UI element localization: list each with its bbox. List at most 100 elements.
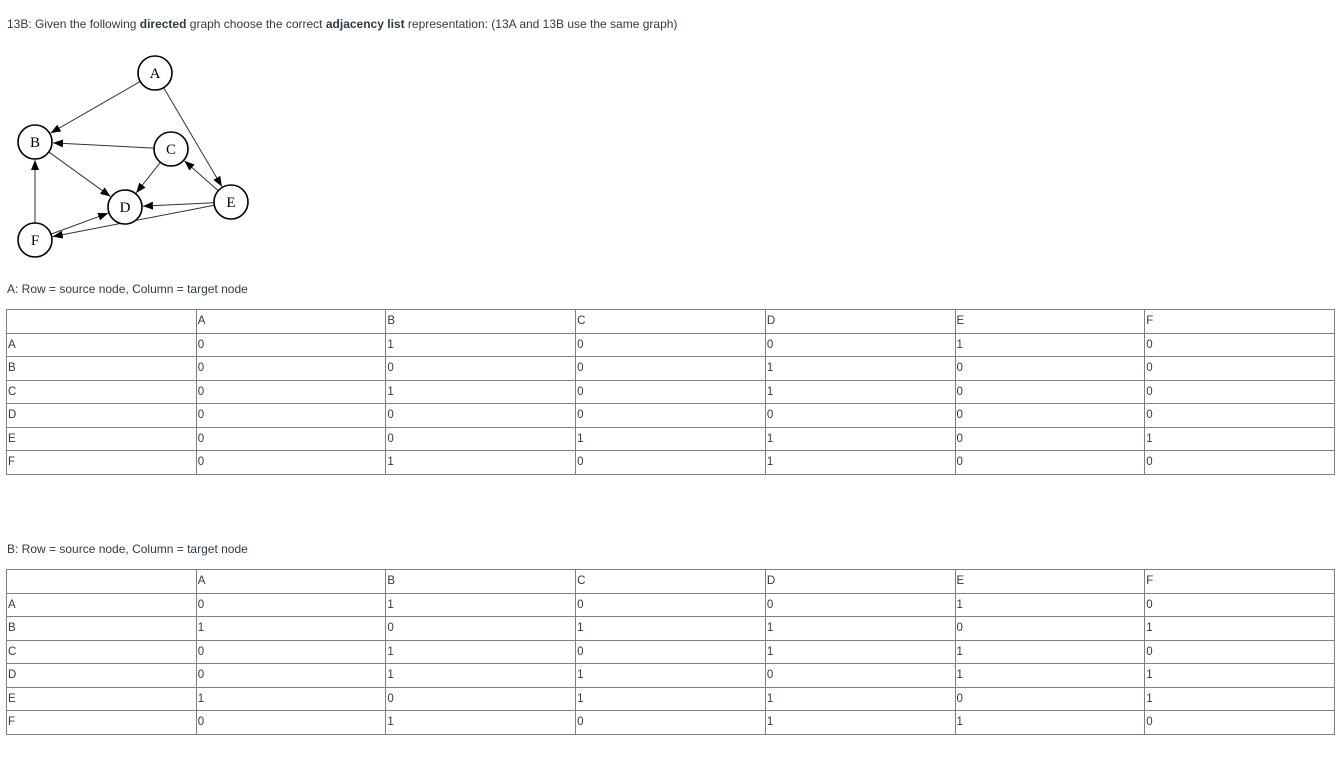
- column-header: D: [764, 569, 956, 594]
- edge-F-D: [50, 212, 109, 235]
- matrix-cell: 1: [954, 639, 1146, 664]
- column-header: [6, 309, 197, 334]
- matrix-cell: 1: [385, 379, 577, 404]
- node-E: E: [213, 184, 249, 220]
- matrix-cell: 0: [764, 332, 956, 357]
- node-label: E: [226, 195, 235, 211]
- matrix-cell: 1: [954, 332, 1146, 357]
- matrix-cell: 0: [764, 403, 956, 428]
- question-bold-directed: directed: [139, 17, 187, 31]
- column-header: A: [195, 569, 387, 594]
- matrix-cell: 0: [575, 639, 766, 664]
- row-header: F: [6, 710, 197, 735]
- matrix-cell: 1: [1144, 686, 1335, 711]
- matrix-cell: 0: [575, 332, 766, 357]
- matrix-cell: 0: [385, 686, 577, 711]
- row-header: F: [6, 450, 197, 475]
- matrix-cell: 0: [1144, 403, 1335, 428]
- matrix-cell: 1: [764, 379, 956, 404]
- node-label: A: [150, 66, 161, 82]
- node-D: D: [107, 189, 143, 225]
- matrix-cell: 1: [764, 639, 956, 664]
- matrix-cell: 0: [195, 663, 387, 688]
- column-header: B: [385, 309, 577, 334]
- matrix-cell: 0: [764, 592, 956, 617]
- matrix-cell: 1: [575, 616, 766, 641]
- row-header: D: [6, 663, 197, 688]
- row-header: E: [6, 426, 197, 451]
- matrix-cell: 0: [575, 710, 766, 735]
- matrix-cell: 0: [195, 403, 387, 428]
- matrix-cell: 1: [764, 356, 956, 381]
- row-header: C: [6, 639, 197, 664]
- row-header: D: [6, 403, 197, 428]
- matrix-cell: 1: [764, 426, 956, 451]
- matrix-cell: 1: [385, 450, 577, 475]
- question-suffix: representation: (13A and 13B use the sam…: [404, 17, 678, 31]
- matrix-cell: 1: [385, 710, 577, 735]
- question-text: 13B: Given the following directed graph …: [7, 17, 677, 31]
- option-a-caption: A: Row = source node, Column = target no…: [7, 282, 248, 296]
- row-header: B: [6, 616, 197, 641]
- matrix-cell: 1: [575, 686, 766, 711]
- matrix-cell: 0: [764, 663, 956, 688]
- column-header: E: [954, 309, 1146, 334]
- matrix-cell: 0: [385, 616, 577, 641]
- node-label: D: [120, 200, 131, 216]
- matrix-cell: 1: [575, 663, 766, 688]
- matrix-cell: 1: [764, 710, 956, 735]
- edge-A-E: [163, 87, 223, 187]
- matrix-cell: 0: [954, 379, 1146, 404]
- matrix-cell: 0: [954, 403, 1146, 428]
- edge-C-B: [52, 139, 155, 149]
- question-bold-adjacency: adjacency list: [325, 17, 405, 31]
- matrix-cell: 0: [575, 592, 766, 617]
- matrix-cell: 0: [1144, 332, 1335, 357]
- column-header: A: [195, 309, 387, 334]
- matrix-cell: 0: [954, 426, 1146, 451]
- edge-E-D: [142, 201, 215, 210]
- matrix-cell: 0: [1144, 639, 1335, 664]
- matrix-cell: 0: [1144, 450, 1335, 475]
- column-header: [6, 569, 197, 594]
- question-mid: graph choose the correct: [186, 17, 326, 31]
- node-F: F: [17, 222, 53, 258]
- row-header: C: [6, 379, 197, 404]
- directed-graph-diagram: A B C D E F: [17, 55, 249, 258]
- node-B: B: [17, 124, 53, 160]
- matrix-cell: 0: [575, 403, 766, 428]
- node-C: C: [153, 131, 189, 167]
- matrix-cell: 0: [954, 450, 1146, 475]
- matrix-cell: 0: [1144, 592, 1335, 617]
- matrix-cell: 0: [954, 686, 1146, 711]
- edge-E-C: [184, 160, 219, 192]
- matrix-cell: 1: [195, 616, 387, 641]
- matrix-cell: 0: [195, 379, 387, 404]
- matrix-cell: 0: [385, 356, 577, 381]
- matrix-cell: 0: [385, 403, 577, 428]
- matrix-cell: 1: [764, 616, 956, 641]
- row-header: A: [6, 332, 197, 357]
- matrix-cell: 0: [1144, 710, 1335, 735]
- matrix-cell: 0: [195, 356, 387, 381]
- node-A: A: [137, 55, 173, 91]
- node-label: B: [30, 135, 40, 151]
- matrix-cell: 0: [195, 710, 387, 735]
- column-header: C: [575, 569, 766, 594]
- matrix-cell: 1: [575, 426, 766, 451]
- matrix-cell: 1: [385, 663, 577, 688]
- question-prefix: 13B: Given the following: [7, 17, 140, 31]
- matrix-cell: 1: [954, 592, 1146, 617]
- row-header: B: [6, 356, 197, 381]
- matrix-cell: 1: [764, 686, 956, 711]
- matrix-cell: 1: [954, 710, 1146, 735]
- matrix-cell: 0: [195, 332, 387, 357]
